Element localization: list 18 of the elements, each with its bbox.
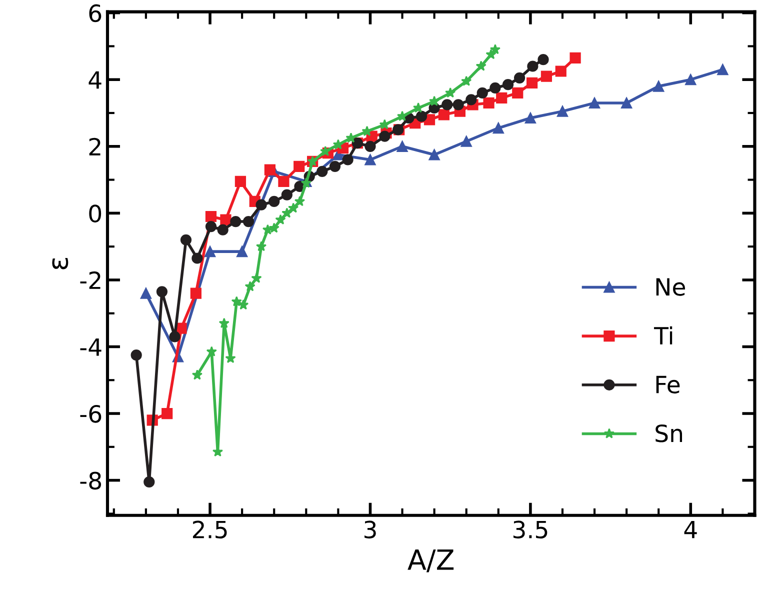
y-tick-label: -6	[80, 404, 102, 423]
x-tick-label: 3.5	[513, 520, 548, 538]
y-tick-label: 2	[89, 138, 100, 156]
legend-label: Ti	[654, 326, 672, 344]
x-tick-label: 2.5	[192, 520, 227, 538]
x-axis-title: A/Z	[408, 549, 454, 572]
legend-label: Sn	[656, 424, 682, 442]
y-tick-label: -8	[80, 472, 102, 490]
x-tick-label: 4	[684, 520, 697, 538]
y-tick-label: 6	[89, 4, 102, 22]
y-tick-label: -2	[80, 271, 100, 289]
x-tick-label: 3	[364, 520, 376, 538]
legend-label: Ne	[656, 278, 685, 296]
y-tick-label: 4	[88, 71, 102, 89]
y-axis-title: ε	[52, 258, 68, 270]
legend-label: Fe	[656, 376, 680, 394]
y-tick-label: 0	[89, 204, 102, 222]
y-tick-label: -4	[80, 338, 102, 356]
